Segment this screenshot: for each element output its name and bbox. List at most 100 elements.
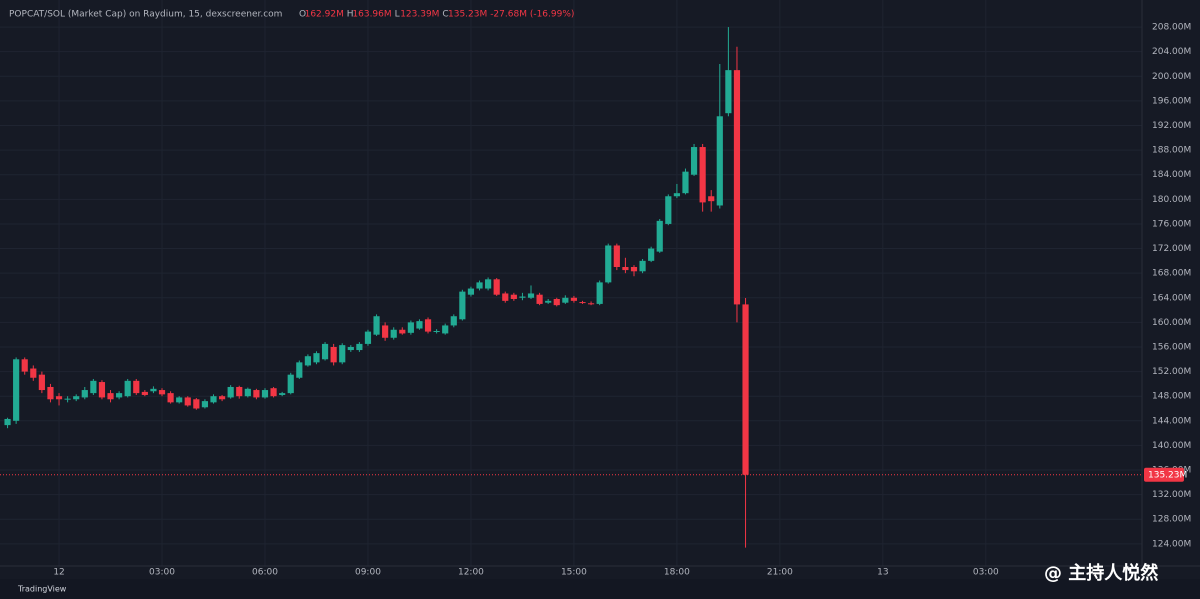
candle-body	[416, 321, 423, 329]
candle-body	[364, 331, 372, 344]
candle-body	[227, 386, 234, 398]
footer-logo: TradingView	[17, 585, 67, 594]
candle-body	[536, 294, 543, 304]
y-tick-label: 168.00M	[1152, 269, 1191, 279]
ohlc-key: O	[299, 10, 306, 20]
candle-body	[4, 418, 11, 426]
y-tick-label: 172.00M	[1152, 244, 1191, 254]
candle-body	[648, 248, 655, 261]
y-tick-label: 156.00M	[1152, 342, 1191, 352]
y-tick-label: 188.00M	[1152, 146, 1191, 156]
candle-body	[630, 267, 638, 272]
candle-body	[167, 393, 174, 403]
y-tick-label: 176.00M	[1152, 219, 1191, 229]
candle-body	[605, 245, 612, 283]
candle-body	[656, 220, 663, 252]
candle-body	[270, 388, 277, 397]
y-tick-label: 152.00M	[1152, 367, 1191, 377]
candle-body	[55, 396, 63, 400]
candle-body	[73, 396, 80, 400]
candle-body	[98, 382, 106, 398]
footer-bar	[0, 579, 1200, 599]
ohlc-key: H	[347, 10, 354, 20]
candle-body	[176, 397, 183, 403]
candle-body	[141, 391, 148, 395]
candle-body	[390, 329, 397, 338]
candle-body	[690, 147, 698, 175]
candle-body	[553, 298, 560, 306]
candle-body	[450, 316, 457, 326]
ohlc-key: C	[442, 10, 448, 20]
x-tick-label: 12	[53, 568, 64, 578]
candle-body	[424, 319, 432, 332]
candle-body	[733, 70, 741, 305]
candle-body	[562, 297, 569, 303]
candle-body	[682, 171, 689, 194]
y-tick-label: 208.00M	[1152, 23, 1191, 33]
x-tick-label: 13	[877, 568, 888, 578]
candle-body	[699, 147, 706, 203]
candle-body	[107, 393, 114, 400]
y-tick-label: 132.00M	[1152, 490, 1191, 500]
candle-body	[587, 303, 595, 305]
y-tick-label: 184.00M	[1152, 170, 1191, 180]
ohlc-key: L	[395, 10, 400, 20]
candle-body	[570, 297, 578, 301]
candle-body	[116, 393, 123, 398]
candle-body	[347, 346, 354, 351]
x-tick-label: 18:00	[664, 568, 690, 578]
candle-body	[373, 316, 380, 335]
header: POPCAT/SOL (Market Cap) on Raydium, 15, …	[9, 10, 574, 20]
candle-body	[665, 196, 672, 224]
x-tick-label: 03:00	[973, 568, 999, 578]
y-tick-label: 144.00M	[1152, 416, 1191, 426]
change: -27.68M (-16.99%)	[490, 10, 574, 20]
candle-body	[467, 288, 475, 295]
watermark: @ 主持人悦然	[1044, 562, 1158, 584]
candle-body	[21, 359, 28, 372]
candle-body	[742, 304, 749, 475]
ohlc-value: 163.96M	[352, 10, 391, 20]
candle-body	[622, 267, 629, 271]
ohlc-value: 123.39M	[400, 10, 439, 20]
candle-body	[184, 397, 191, 406]
candle-body	[64, 398, 71, 400]
y-tick-label: 128.00M	[1152, 515, 1191, 525]
last-price-label: 135.23M	[1148, 470, 1187, 480]
candle-body	[47, 386, 54, 400]
y-tick-label: 160.00M	[1152, 318, 1191, 328]
candle-body	[81, 390, 88, 398]
candle-body	[287, 374, 294, 394]
candle-body	[313, 353, 320, 363]
candle-body	[218, 396, 226, 400]
candle-body	[30, 368, 37, 378]
candle-body	[356, 343, 363, 351]
candle-body	[201, 401, 209, 408]
candle-body	[124, 380, 131, 397]
candle-body	[158, 390, 166, 395]
candle-body	[279, 393, 286, 395]
candle-body	[13, 359, 20, 421]
candle-body	[639, 260, 646, 272]
candle-body	[321, 343, 329, 360]
y-tick-label: 204.00M	[1152, 47, 1191, 57]
candle-body	[210, 396, 217, 403]
axes: 124.00M128.00M132.00M136.00M140.00M144.0…	[0, 23, 1191, 578]
candle-body	[527, 293, 535, 298]
candle-body	[330, 346, 337, 363]
x-tick-label: 06:00	[252, 568, 278, 578]
candle-body	[579, 302, 586, 304]
y-tick-label: 192.00M	[1152, 121, 1191, 131]
candle-body	[244, 388, 251, 397]
candle-body	[502, 293, 509, 301]
candle-body	[261, 390, 269, 398]
candle-body	[485, 279, 492, 289]
y-tick-label: 148.00M	[1152, 392, 1191, 402]
candle-body	[236, 386, 243, 397]
ohlc-value: 162.92M	[305, 10, 344, 20]
chart-title: POPCAT/SOL (Market Cap) on Raydium, 15, …	[9, 10, 282, 20]
candle-body	[150, 388, 157, 392]
candle-body	[596, 282, 603, 304]
candle-body	[193, 399, 200, 409]
candle-body	[476, 282, 483, 289]
